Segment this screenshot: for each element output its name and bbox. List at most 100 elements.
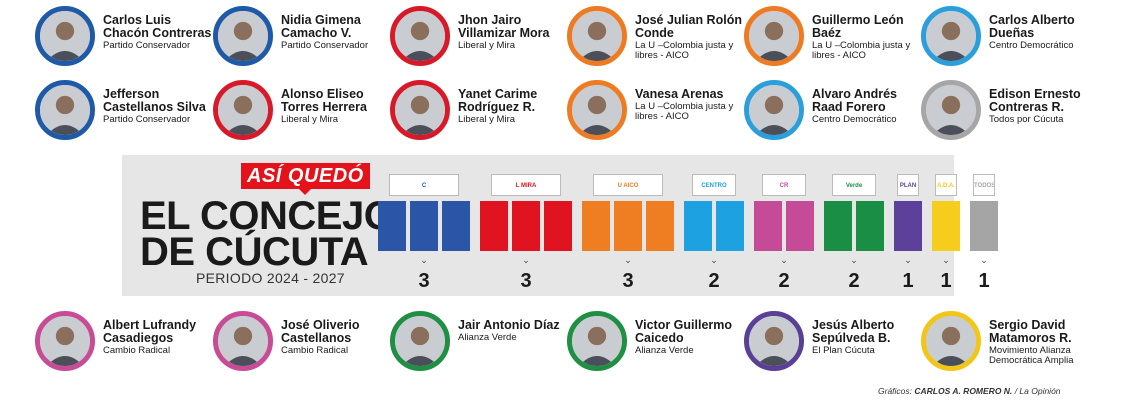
councillor-name: Albert Lufrandy Casadiegos bbox=[103, 318, 197, 345]
councillor-photo bbox=[213, 311, 273, 371]
chevron-down-icon: ⌄ bbox=[904, 255, 912, 265]
chevron-down-icon: ⌄ bbox=[780, 255, 788, 265]
title-line-1: EL CONCEJO bbox=[140, 194, 395, 238]
seat-count-label: 3 bbox=[418, 270, 430, 292]
seat-block bbox=[582, 201, 610, 251]
councillor-party: Partido Conservador bbox=[103, 114, 191, 125]
party-logo: A.D.A. bbox=[935, 174, 957, 196]
councillor-card: Sergio David Matamoros R. Movimiento Alia… bbox=[921, 311, 1091, 375]
councillor-party: Todos por Cúcuta bbox=[989, 114, 1064, 125]
seat-block bbox=[684, 201, 712, 251]
chevron-down-icon: ⌄ bbox=[942, 255, 950, 265]
councillor-photo bbox=[213, 80, 273, 140]
councillor-name: José Julian Rolón Conde bbox=[635, 13, 742, 40]
councillor-photo bbox=[744, 80, 804, 140]
councillor-photo bbox=[921, 80, 981, 140]
party-logo: CR bbox=[762, 174, 806, 196]
councillor-photo bbox=[35, 311, 95, 371]
councillor-photo bbox=[921, 311, 981, 371]
councillor-party: Centro Democrático bbox=[812, 114, 897, 125]
seat-count-label: 2 bbox=[848, 270, 860, 292]
councillor-photo bbox=[390, 6, 450, 66]
councillor-party: Cambio Radical bbox=[281, 345, 349, 356]
councillor-name: Jhon Jairo Villamizar Mora bbox=[458, 13, 550, 40]
seat-count-label: 2 bbox=[778, 270, 790, 292]
councillor-party: Cambio Radical bbox=[103, 345, 171, 356]
party-logo: L MIRA bbox=[491, 174, 561, 196]
councillor-name: Sergio David Matamoros R. bbox=[989, 318, 1072, 345]
councillor-card: Jesús Alberto Sepúlveda B. El Plan Cúcuta bbox=[744, 311, 914, 375]
councillor-card: Victor Guillermo Caicedo Alianza Verde bbox=[567, 311, 737, 375]
credit-source: / La Opinión bbox=[1014, 386, 1061, 396]
seat-block bbox=[544, 201, 572, 251]
seat-block bbox=[932, 201, 960, 251]
seat-count-label: 1 bbox=[940, 270, 952, 292]
seat-count-label: 3 bbox=[520, 270, 532, 292]
chevron-down-icon: ⌄ bbox=[522, 255, 530, 265]
councillor-party: Liberal y Mira bbox=[458, 114, 516, 125]
seat-count-label: 3 bbox=[622, 270, 634, 292]
councillor-name: Guillermo León Baéz bbox=[812, 13, 904, 40]
councillor-card: Jair Antonio Díaz Alianza Verde bbox=[390, 311, 560, 375]
councillor-card: Guillermo León Baéz La U –Colombia justa … bbox=[744, 6, 914, 70]
seat-block bbox=[786, 201, 814, 251]
seat-block bbox=[378, 201, 406, 251]
councillor-name: Yanet Carime Rodríguez R. bbox=[458, 87, 538, 114]
councillor-party: La U –Colombia justa y libres - AICO bbox=[635, 101, 734, 122]
councillor-card: Jhon Jairo Villamizar Mora Liberal y Mira bbox=[390, 6, 560, 70]
councillor-name: Victor Guillermo Caicedo bbox=[635, 318, 733, 345]
chevron-down-icon: ⌄ bbox=[420, 255, 428, 265]
councillor-photo bbox=[567, 80, 627, 140]
councillor-party: La U –Colombia justa y libres - AICO bbox=[635, 40, 734, 61]
councillor-card: Alvaro Andrés Raad Forero Centro Democrát… bbox=[744, 80, 914, 144]
councillor-name: Nidia Gimena Camacho V. bbox=[281, 13, 361, 40]
councillor-party: Alianza Verde bbox=[635, 345, 694, 356]
credit-author: CARLOS A. ROMERO N. bbox=[914, 386, 1013, 396]
councillor-photo bbox=[213, 6, 273, 66]
party-logo: Verde bbox=[832, 174, 876, 196]
councillor-name: José Oliverio Castellanos bbox=[281, 318, 360, 345]
councillor-card: Yanet Carime Rodríguez R. Liberal y Mira bbox=[390, 80, 560, 144]
councillor-name: Carlos Luis Chacón Contreras bbox=[103, 13, 212, 40]
councillor-name: Alonso Eliseo Torres Herrera bbox=[281, 87, 367, 114]
chevron-down-icon: ⌄ bbox=[850, 255, 858, 265]
councillor-card: José Julian Rolón Conde La U –Colombia ju… bbox=[567, 6, 742, 70]
councillor-card: Carlos Luis Chacón Contreras Partido Cons… bbox=[35, 6, 211, 70]
councillor-card: Vanesa Arenas La U –Colombia justa y libr… bbox=[567, 80, 737, 144]
councillor-photo bbox=[921, 6, 981, 66]
title-line-2: DE CÚCUTA bbox=[140, 230, 369, 274]
councillor-party: Liberal y Mira bbox=[281, 114, 339, 125]
header-badge: ASÍ QUEDÓ bbox=[241, 163, 370, 195]
chevron-down-icon: ⌄ bbox=[980, 255, 988, 265]
councillor-name: Jesús Alberto Sepúlveda B. bbox=[812, 318, 895, 345]
credit-prefix: Gráficos: bbox=[878, 386, 913, 396]
councillor-party: Movimiento Alianza Democrática Amplia bbox=[989, 345, 1074, 366]
councillor-photo bbox=[35, 6, 95, 66]
councillor-party: El Plan Cúcuta bbox=[812, 345, 875, 356]
seat-count-label: 2 bbox=[708, 270, 720, 292]
seat-block bbox=[614, 201, 642, 251]
councillor-party: Alianza Verde bbox=[458, 332, 517, 343]
councillor-card: Edison Ernesto Contreras R. Todos por Cúc… bbox=[921, 80, 1091, 144]
councillor-photo bbox=[390, 311, 450, 371]
councillor-party: Centro Democrático bbox=[989, 40, 1074, 51]
party-logo: CENTRO DEMOCRÁTICO bbox=[692, 174, 736, 196]
seat-block bbox=[754, 201, 782, 251]
seat-count-label: 1 bbox=[978, 270, 990, 292]
seat-block bbox=[442, 201, 470, 251]
seat-block bbox=[894, 201, 922, 251]
party-logo: TODOS X CÚCUTA bbox=[973, 174, 995, 196]
chevron-down-icon: ⌄ bbox=[624, 255, 632, 265]
councillor-card: Alonso Eliseo Torres Herrera Liberal y Mi… bbox=[213, 80, 383, 144]
councillor-photo bbox=[744, 311, 804, 371]
graphics-credit: Gráficos: CARLOS A. ROMERO N. / La Opini… bbox=[878, 386, 1061, 396]
seat-count-label: 1 bbox=[902, 270, 914, 292]
seat-block bbox=[856, 201, 884, 251]
councillor-party: Partido Conservador bbox=[281, 40, 369, 51]
seat-block bbox=[716, 201, 744, 251]
councillor-photo bbox=[744, 6, 804, 66]
councillor-card: Jefferson Castellanos Silva Partido Conse… bbox=[35, 80, 206, 144]
councillor-card: Nidia Gimena Camacho V. Partido Conservad… bbox=[213, 6, 383, 70]
councillor-card: Albert Lufrandy Casadiegos Cambio Radical bbox=[35, 311, 205, 375]
party-logo: C bbox=[389, 174, 459, 196]
